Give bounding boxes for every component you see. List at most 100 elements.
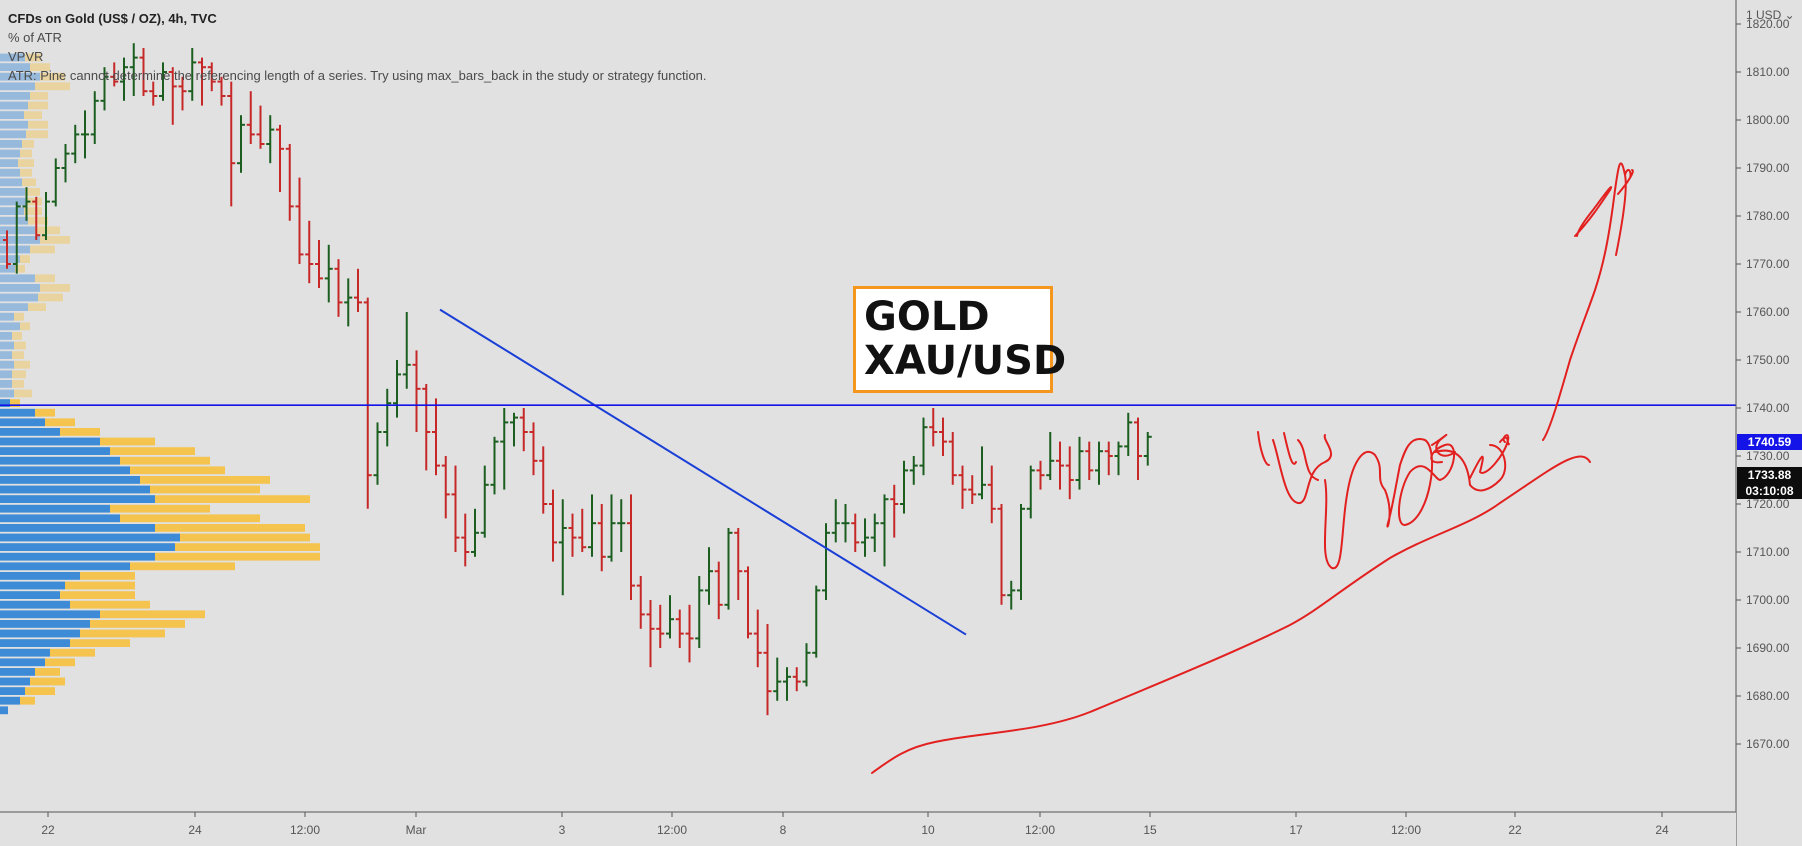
x-tick-label: 15 — [1143, 823, 1157, 837]
vpvr-bar-down — [90, 620, 185, 628]
breakout-arrow[interactable] — [1542, 162, 1634, 441]
freehand-drawing[interactable] — [871, 162, 1634, 774]
ohlc-bar — [178, 76, 187, 111]
vpvr-bar-up — [0, 360, 14, 369]
x-tick-label: 24 — [1655, 823, 1669, 837]
ohlc-bar — [110, 62, 119, 87]
ohlc-bar — [393, 360, 401, 418]
vpvr-bar-down — [110, 447, 195, 455]
ohlc-bar — [1134, 417, 1142, 480]
vpvr-bar-up — [0, 476, 140, 484]
vpvr-bar-up — [0, 332, 12, 340]
vpvr-bar-down — [14, 341, 26, 350]
vpvr-bar-up — [0, 696, 20, 705]
vpvr-bar-up — [0, 495, 155, 503]
vpvr-bar-down — [18, 159, 34, 167]
vpvr-bar-up — [0, 312, 14, 321]
x-tick-label: 22 — [1508, 823, 1522, 837]
vpvr-bar-down — [24, 111, 42, 119]
ohlc-bars — [3, 43, 1152, 716]
vpvr-bar-down — [150, 485, 260, 494]
trendline[interactable] — [439, 308, 967, 636]
y-tick-label: 1700.00 — [1746, 593, 1790, 607]
vpvr-bar-up — [0, 533, 180, 542]
vpvr-bar-down — [80, 572, 135, 580]
vpvr-bar-up — [0, 149, 20, 158]
ohlc-bar — [744, 566, 752, 639]
ohlc-bar — [607, 494, 616, 562]
price-axis-background — [1736, 0, 1802, 846]
ohlc-bar — [1114, 441, 1123, 476]
ohlc-bar — [549, 489, 557, 562]
ohlc-bar — [939, 417, 947, 456]
y-tick-label: 1770.00 — [1746, 257, 1790, 271]
ohlc-bar — [909, 456, 918, 485]
ohlc-bar — [334, 259, 343, 317]
ohlc-bar — [432, 398, 440, 476]
x-tick-label: 22 — [41, 823, 55, 837]
y-tick-label: 1690.00 — [1746, 641, 1790, 655]
ohlc-bar — [422, 384, 431, 471]
ohlc-bar — [168, 67, 177, 125]
ohlc-bar — [1095, 441, 1103, 485]
vpvr-bar-up — [0, 293, 38, 302]
ohlc-bar — [724, 528, 733, 610]
time-axis[interactable]: 22 24 12:00 Mar 3 12:00 8 10 12:00 15 17 12:00 22 24 — [0, 811, 1736, 846]
ohlc-bar — [851, 513, 860, 552]
projection-scribble[interactable] — [1257, 431, 1510, 570]
ohlc-bar — [471, 508, 479, 557]
currency-label[interactable]: 1 USD ⌄ — [1746, 8, 1795, 22]
vpvr-bar-down — [100, 437, 155, 446]
ohlc-bar — [266, 115, 275, 164]
annotation-line-2: XAU/USD — [864, 338, 1067, 384]
x-tick-label: 3 — [559, 823, 566, 837]
vpvr-bar-down — [35, 226, 60, 235]
vpvr-bar-up — [0, 351, 12, 359]
vpvr-bar-up — [0, 658, 45, 667]
vpvr-bar-down — [30, 245, 55, 254]
vpvr-bar-down — [25, 188, 40, 196]
ohlc-bar — [880, 494, 889, 567]
ohlc-bar — [90, 91, 99, 144]
vpvr-bar-down — [70, 600, 150, 609]
ohlc-bar — [1065, 446, 1074, 500]
vpvr-bar-up — [0, 370, 12, 379]
indicator-atr-error[interactable]: ATR: Pine cannot determine the referenci… — [8, 68, 707, 83]
ohlc-bar — [188, 48, 197, 101]
indicator-atr-pct[interactable]: % of ATR — [8, 30, 62, 45]
ohlc-bar — [237, 115, 245, 173]
ohlc-bar — [451, 465, 460, 552]
vpvr-bar-up — [0, 82, 35, 91]
ohlc-bar — [207, 62, 216, 92]
price-axis[interactable]: 1 USD ⌄ 1820.00 1810.00 1800.00 1790.00 1780… — [1735, 0, 1802, 846]
vpvr-bar-down — [80, 629, 165, 638]
gold-annotation-box[interactable]: GOLD XAU/USD — [853, 286, 1067, 393]
vpvr-bar-up — [0, 140, 22, 148]
vpvr-bar-down — [26, 130, 48, 139]
ohlc-bar — [870, 513, 879, 552]
vpvr-bar-down — [12, 351, 24, 359]
vpvr-bar-down — [40, 284, 70, 292]
support-curve[interactable] — [871, 455, 1591, 774]
vpvr-bar-down — [155, 552, 320, 561]
vpvr-bar-up — [0, 418, 45, 427]
vpvr-bar-down — [28, 120, 48, 129]
symbol-title[interactable]: CFDs on Gold (US$ / OZ), 4h, TVC — [8, 11, 217, 26]
vpvr-bar-down — [35, 408, 55, 417]
vpvr-bar-up — [0, 255, 20, 263]
vpvr-bar-down — [110, 504, 210, 513]
indicator-vpvr[interactable]: VPVR — [8, 49, 44, 64]
ohlc-bar — [597, 504, 606, 572]
ohlc-bar — [783, 667, 791, 701]
ohlc-bar — [227, 81, 236, 207]
ohlc-bar — [919, 417, 928, 476]
ohlc-bar — [42, 192, 50, 240]
ohlc-bar — [588, 494, 596, 557]
vpvr-bar-down — [35, 82, 70, 91]
vpvr-bar-down — [20, 168, 32, 177]
x-tick-label: 12:00 — [290, 823, 320, 837]
ohlc-bar — [100, 67, 109, 111]
ohlc-bar — [929, 408, 938, 447]
